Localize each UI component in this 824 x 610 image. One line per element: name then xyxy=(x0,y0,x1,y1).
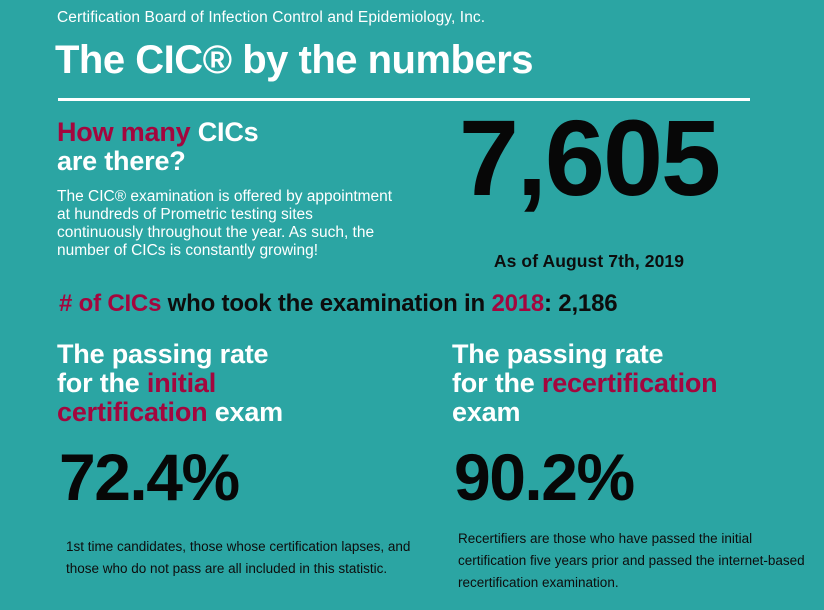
total-cics-number: 7,605 xyxy=(458,97,721,218)
how-many-heading-line2: are there? xyxy=(57,146,186,177)
recert-heading-line2-accent: recertification xyxy=(541,367,718,398)
total-cics-as-of-date: As of August 7th, 2019 xyxy=(493,251,685,271)
how-many-body-text: The CIC® examination is offered by appoi… xyxy=(57,188,393,260)
title-divider xyxy=(58,98,750,101)
exam-count-label: # of CICs xyxy=(59,290,162,317)
organization-name: Certification Board of Infection Control… xyxy=(57,9,486,26)
exam-count-mid-text: who took the examination in xyxy=(161,290,492,317)
initial-certification-heading: The passing rate for the initial certifi… xyxy=(57,340,437,427)
initial-heading-line3-white: exam xyxy=(207,396,283,427)
recert-heading-line3-white: exam xyxy=(452,396,521,427)
recert-heading-line1: The passing rate xyxy=(452,339,664,369)
recertification-footnote: Recertifiers are those who have passed t… xyxy=(458,530,805,591)
how-many-heading-accent: How many xyxy=(57,117,191,147)
initial-certification-stat-block: The passing rate for the initial certifi… xyxy=(57,340,437,580)
exam-count-year: 2018 xyxy=(491,290,545,317)
how-many-heading: How many CICs are there? xyxy=(57,117,407,177)
initial-certification-footnote: 1st time candidates, those whose certifi… xyxy=(66,538,411,576)
initial-heading-line1: The passing rate xyxy=(57,339,269,369)
initial-heading-line3-accent: certification xyxy=(57,396,208,427)
recertification-percent: 90.2% xyxy=(454,439,635,514)
exam-count-line: # of CICs who took the examination in 20… xyxy=(59,290,618,318)
initial-certification-percent: 72.4% xyxy=(59,439,240,514)
how-many-heading-rest: CICs xyxy=(190,117,259,147)
recert-heading-line2-white: for the xyxy=(452,367,542,398)
exam-count-value: : 2,186 xyxy=(544,290,618,317)
recertification-heading: The passing rate for the recertification… xyxy=(452,340,824,427)
recertification-stat-block: The passing rate for the recertification… xyxy=(452,340,824,594)
page-title: The CIC® by the numbers xyxy=(55,38,534,82)
initial-heading-line2-white: for the xyxy=(57,367,147,398)
initial-heading-line2-accent: initial xyxy=(146,367,217,398)
